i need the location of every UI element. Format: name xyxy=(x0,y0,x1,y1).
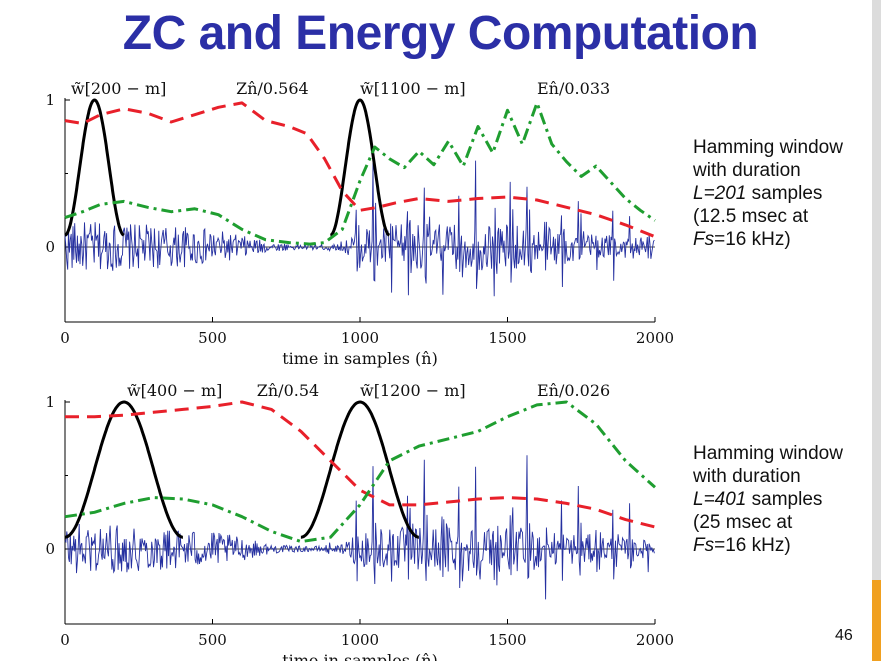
slide-title: ZC and Energy Computation xyxy=(122,7,759,60)
note-line: (25 msec at xyxy=(693,512,793,533)
window-curve-1 xyxy=(64,400,183,539)
side-note-top: Hamming window with duration L=201 sampl… xyxy=(693,136,881,251)
note-text: samples xyxy=(746,489,823,510)
page-number: 46 xyxy=(835,627,853,644)
x-tick-label: 1500 xyxy=(488,329,526,347)
energy-curve xyxy=(64,101,656,246)
note-line: Hamming window xyxy=(693,443,843,464)
edge-bar xyxy=(872,0,881,661)
note-value: Fs xyxy=(693,229,715,250)
speech-signal-line xyxy=(64,160,655,297)
x-tick-label: 0 xyxy=(60,631,70,649)
note-text: samples xyxy=(746,183,823,204)
note-value: L=401 xyxy=(693,489,747,510)
side-note-bottom: Hamming window with duration L=401 sampl… xyxy=(693,442,881,557)
curve-annotation: En̂/0.026 xyxy=(537,381,610,400)
curve-annotation: w̃[1200 − m] xyxy=(360,381,466,400)
y-tick-label: 0 xyxy=(45,540,55,558)
y-tick-label: 0 xyxy=(45,238,55,256)
zc-curve xyxy=(65,400,656,529)
note-text: =16 kHz) xyxy=(714,535,791,556)
x-tick-label: 1000 xyxy=(341,631,379,649)
x-tick-label: 500 xyxy=(198,329,227,347)
x-tick-label: 1000 xyxy=(341,329,379,347)
window-curve-2 xyxy=(300,400,419,539)
edge-accent xyxy=(872,580,881,661)
curve-annotation: Zn̂/0.564 xyxy=(236,79,309,98)
note-line: L=401 samples xyxy=(693,488,881,511)
curve-annotation: w̃[400 − m] xyxy=(127,381,222,400)
zc-curve xyxy=(64,101,656,239)
x-tick-label: 500 xyxy=(198,631,227,649)
curve-annotation: w̃[200 − m] xyxy=(71,79,166,98)
note-text: =16 kHz) xyxy=(714,229,791,250)
x-tick-label: 2000 xyxy=(636,329,674,347)
x-tick-label: 1500 xyxy=(488,631,526,649)
note-line: with duration xyxy=(693,160,801,181)
curve-annotation: En̂/0.033 xyxy=(537,79,610,98)
note-line: (12.5 msec at xyxy=(693,206,809,227)
window-curve-2 xyxy=(330,98,391,237)
curve-annotation: w̃[1100 − m] xyxy=(360,79,466,98)
window-curve-1 xyxy=(64,98,125,237)
note-line: L=201 samples xyxy=(693,182,881,205)
speech-signal-line xyxy=(64,455,655,600)
x-tick-label: 2000 xyxy=(636,631,674,649)
y-tick-label: 1 xyxy=(45,91,55,109)
x-tick-label: 0 xyxy=(60,329,70,347)
y-tick-label: 1 xyxy=(45,393,55,411)
curve-annotation: Zn̂/0.54 xyxy=(257,381,319,400)
note-value: L=201 xyxy=(693,183,747,204)
x-axis-label: time in samples (n̂) xyxy=(282,349,438,368)
x-axis-label: time in samples (n̂) xyxy=(282,651,438,661)
note-line: Hamming window xyxy=(693,137,843,158)
note-line: with duration xyxy=(693,466,801,487)
note-line: Fs=16 kHz) xyxy=(693,228,881,251)
note-value: Fs xyxy=(693,535,715,556)
energy-curve xyxy=(64,400,657,544)
note-line: Fs=16 kHz) xyxy=(693,534,881,557)
